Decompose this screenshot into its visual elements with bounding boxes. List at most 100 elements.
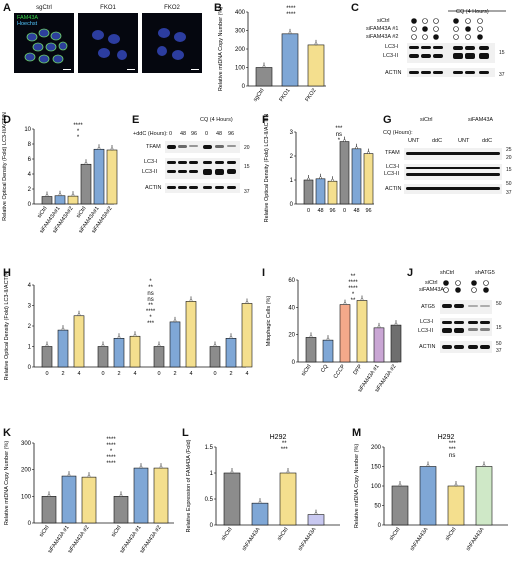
significance-mark: **** [348, 280, 358, 286]
y-tick-label: 0 [242, 84, 246, 90]
x-tick-label: shFAM43A [465, 526, 486, 552]
y-tick-label: 0 [292, 360, 296, 366]
y-tick-label: 4 [28, 172, 32, 178]
data-point [319, 176, 322, 180]
kda-37: 37 [506, 190, 512, 196]
x-tick-label: 48 [353, 208, 359, 214]
data-point [229, 336, 233, 339]
bar [97, 346, 109, 368]
significance-mark: * [352, 292, 355, 298]
x-tick-label: 48 [317, 208, 323, 214]
label-actin: ACTIN [419, 344, 436, 350]
bar [41, 196, 53, 205]
significance-mark: **** [348, 286, 358, 292]
data-point [245, 301, 249, 304]
y-tick-label: 0 [378, 523, 382, 529]
y-tick-label: 200 [235, 47, 246, 53]
kda-15: 15 [244, 164, 250, 170]
bar [373, 327, 385, 363]
label-lc3-ii: LC3-II [384, 171, 399, 177]
micrograph-fko1 [78, 13, 138, 73]
kda-50: 50 [496, 341, 502, 347]
significance-mark: ** [351, 274, 356, 280]
y-tick-label: 0 [290, 202, 294, 208]
x-tick-label: shFAM43A [241, 526, 262, 552]
blot-c-lc3 [407, 43, 495, 63]
row-sifam43a: siFAM43A [419, 287, 445, 293]
data-point [87, 474, 91, 478]
y-tick-label: 400 [235, 10, 246, 16]
y-axis-label: Relative Optical Density (Fold) LC3-II/A… [4, 272, 10, 381]
bar [391, 485, 409, 526]
time-0: 0 [169, 131, 173, 137]
label-cq: CQ (4 Hours) [200, 117, 233, 123]
bar [241, 303, 253, 368]
micrograph-sgctrl: FAM43A Hoechst [14, 13, 74, 73]
chart-i: 0 20 40 60 Mitophagic Cells (%) siCtrl CQ CCCP D… [266, 274, 402, 394]
bar [106, 149, 118, 205]
data-point [45, 344, 49, 347]
kda-20: 20 [244, 145, 250, 151]
data-point [377, 325, 381, 329]
significance-mark: ** [351, 298, 356, 304]
data-point [286, 470, 290, 474]
bar [281, 33, 299, 87]
bar [133, 467, 149, 524]
data-point [110, 147, 114, 151]
bar [305, 337, 317, 363]
bar [113, 338, 125, 368]
y-tick-label: 0.5 [205, 497, 214, 503]
bar [279, 472, 297, 526]
significance-mark: * [338, 138, 341, 144]
y-tick-label: 300 [21, 441, 32, 447]
chart-f: 0 1 2 3 Relative Optical Density (Fold) LC3-… [264, 114, 374, 222]
label-lc3-i: LC3-I [385, 44, 399, 50]
data-point [84, 161, 88, 165]
x-tick-label: 2 [229, 371, 232, 377]
x-tick-label: CCCP [333, 363, 347, 379]
y-axis-label: Relative Expression of FAM43A (Fold) [186, 439, 192, 532]
label-ddc: +ddC (Hours): [133, 131, 168, 137]
significance-mark: * [77, 135, 80, 141]
x-tick-label: 2 [117, 371, 120, 377]
x-tick-label: 4 [77, 371, 80, 377]
x-tick-label: siCtrl [76, 206, 88, 220]
x-tick-label: 0 [343, 208, 346, 214]
x-tick-label: shCtrl [276, 527, 289, 542]
data-point [288, 31, 292, 35]
data-point [314, 512, 318, 515]
label-actin: ACTIN [145, 185, 162, 191]
bar [41, 346, 53, 368]
label-lc3-ii: LC3-II [418, 328, 433, 334]
significance-mark: *** [449, 441, 457, 447]
y-tick-label: 4 [28, 283, 32, 289]
chart-h: 0 1 2 3 4 Relative Optical Density (Fold) LC3… [4, 272, 253, 381]
significance-mark: ** [282, 441, 287, 447]
bar [223, 472, 241, 526]
data-point [309, 335, 313, 338]
bar [339, 141, 350, 205]
label-sifam43a-2: siFAM43A #2 [366, 34, 399, 40]
bar [419, 466, 437, 526]
x-tick-label: CQ [320, 363, 330, 374]
data-point [117, 336, 121, 339]
data-point [71, 193, 75, 197]
label-tfam: TFAM [146, 144, 161, 150]
bar [447, 485, 465, 526]
scale-bar [191, 69, 199, 70]
panel-letter-e: E [132, 114, 140, 126]
y-tick-label: 6 [28, 157, 32, 163]
blot-j-actin [440, 341, 492, 353]
x-tick-label: 0 [213, 371, 216, 377]
data-point [482, 464, 486, 467]
significance-mark: **** [286, 12, 296, 18]
y-tick-label: 100 [371, 484, 382, 490]
label-actin: ACTIN [385, 186, 402, 192]
sub-ddc: ddC [432, 138, 443, 144]
kda-20: 20 [506, 155, 512, 161]
y-tick-label: 20 [288, 333, 295, 339]
y-tick-label: 2 [28, 324, 32, 330]
data-point [230, 470, 234, 474]
y-tick-label: 100 [235, 66, 246, 72]
chart-b: 0 100 200 300 400 Relative mtDNA Copy Number … [218, 6, 326, 103]
